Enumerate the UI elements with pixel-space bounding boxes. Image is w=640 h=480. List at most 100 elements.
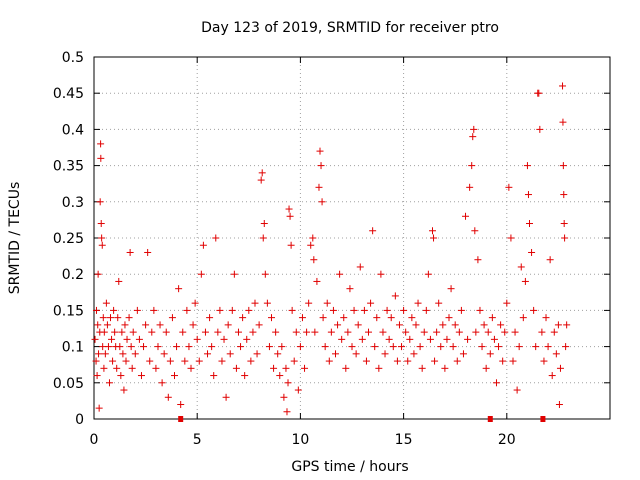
data-point [150, 306, 158, 314]
data-point [263, 299, 271, 307]
data-point [298, 314, 306, 322]
x-axis-label: GPS time / hours [291, 459, 408, 475]
y-tick-label: 0.3 [62, 195, 84, 211]
data-point [507, 234, 515, 242]
data-point [115, 277, 123, 285]
data-point [556, 364, 564, 372]
data-point [268, 314, 276, 322]
data-point [497, 321, 505, 329]
data-point [206, 314, 214, 322]
data-point [126, 248, 134, 256]
data-point [459, 350, 467, 358]
data-point [474, 256, 482, 264]
data-point [142, 321, 150, 329]
data-point [509, 357, 517, 365]
data-point [307, 241, 315, 249]
data-point [234, 328, 242, 336]
y-tick-label: 0.2 [62, 267, 84, 283]
data-point [154, 343, 162, 351]
data-point [162, 328, 170, 336]
data-point [245, 306, 253, 314]
data-point [447, 285, 455, 293]
data-point [303, 328, 311, 336]
data-point [435, 299, 443, 307]
data-point [457, 306, 465, 314]
data-point [313, 277, 321, 285]
data-point [528, 248, 536, 256]
data-point [431, 357, 439, 365]
y-axis-label: SRMTID / TECUs [7, 182, 23, 295]
data-point [410, 350, 418, 358]
data-point [424, 270, 432, 278]
data-point [563, 321, 571, 329]
data-point [387, 314, 395, 322]
data-point [222, 393, 230, 401]
data-point [113, 364, 121, 372]
data-point [441, 364, 449, 372]
data-point [412, 321, 420, 329]
data-point [220, 335, 228, 343]
data-point [542, 314, 550, 322]
data-point [201, 328, 209, 336]
data-point [189, 321, 197, 329]
data-point [338, 335, 346, 343]
data-point [131, 350, 139, 358]
data-point [120, 386, 128, 394]
data-point [285, 205, 293, 213]
data-point [513, 386, 521, 394]
data-point [404, 357, 412, 365]
data-point [468, 162, 476, 170]
data-point [92, 306, 100, 314]
data-point [101, 350, 109, 358]
data-point [97, 140, 105, 148]
data-point [476, 306, 484, 314]
data-point [523, 162, 531, 170]
data-point [443, 335, 451, 343]
data-point [125, 314, 133, 322]
data-point [175, 285, 183, 293]
data-point [212, 234, 220, 242]
data-point [540, 357, 548, 365]
x-tick-label: 10 [291, 432, 309, 448]
data-point [158, 379, 166, 387]
data-point [259, 234, 267, 242]
data-point [334, 321, 342, 329]
data-point [97, 220, 105, 228]
data-point [195, 357, 203, 365]
data-point [318, 198, 326, 206]
data-point [118, 328, 126, 336]
data-point [292, 328, 300, 336]
data-point [505, 183, 513, 191]
data-point [109, 357, 117, 365]
data-point [383, 306, 391, 314]
data-point [530, 306, 538, 314]
data-point [230, 270, 238, 278]
data-point [181, 357, 189, 365]
data-point [129, 328, 137, 336]
data-point [247, 357, 255, 365]
data-point [253, 350, 261, 358]
floor-markers [178, 416, 546, 422]
y-tick-label: 0.5 [62, 50, 84, 66]
data-point [352, 350, 360, 358]
data-point [95, 404, 103, 412]
data-point [342, 364, 350, 372]
data-point [296, 343, 304, 351]
data-point [294, 386, 302, 394]
data-point [554, 321, 562, 329]
data-point [367, 299, 375, 307]
data-point [274, 350, 282, 358]
data-point [284, 379, 292, 387]
data-point [455, 328, 463, 336]
data-point [348, 343, 356, 351]
data-point [414, 299, 422, 307]
data-point [433, 328, 441, 336]
data-point [224, 321, 232, 329]
data-point [239, 314, 247, 322]
data-point [218, 357, 226, 365]
data-point [110, 306, 118, 314]
data-point [310, 256, 318, 264]
data-point [323, 299, 331, 307]
data-point [492, 379, 500, 387]
data-point [128, 364, 136, 372]
